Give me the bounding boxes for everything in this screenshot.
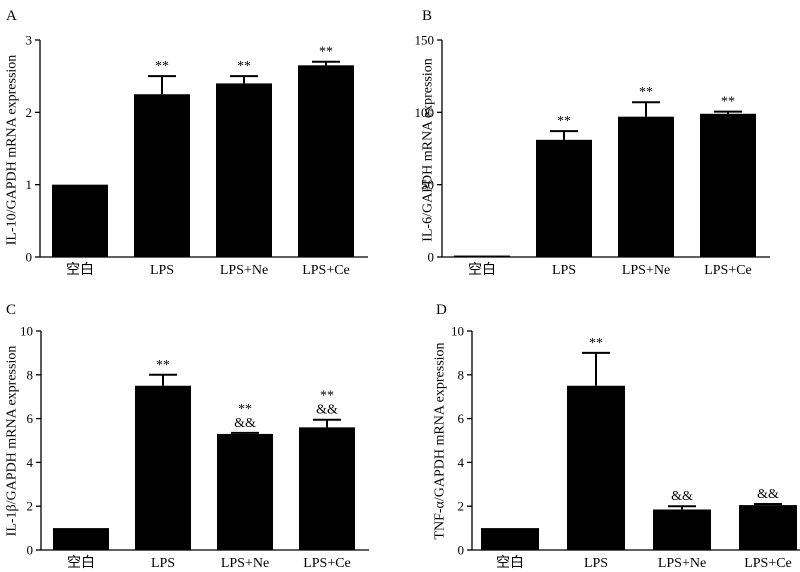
significance-marker: **	[557, 114, 571, 129]
bar	[217, 433, 273, 550]
x-category-label: LPS+Ne	[622, 263, 670, 278]
y-tick-label: 150	[415, 33, 435, 48]
x-category-label: LPS+Ce	[303, 556, 351, 571]
y-tick-label: 50	[421, 177, 434, 192]
panel-letter: D	[436, 302, 447, 318]
bar	[52, 184, 108, 257]
x-category-label: LPS	[552, 263, 576, 278]
x-category-label: 空白	[468, 262, 496, 278]
y-tick-label: 1	[26, 177, 33, 192]
bar	[481, 528, 539, 550]
bar	[700, 113, 756, 257]
bar	[216, 83, 272, 258]
significance-marker: &&	[316, 403, 338, 418]
bar	[567, 385, 625, 550]
y-tick-label: 8	[27, 367, 34, 382]
bar	[134, 94, 190, 257]
x-category-label: 空白	[496, 555, 524, 571]
y-tick-label: 4	[458, 455, 465, 470]
significance-marker: **	[320, 389, 334, 404]
y-tick-label: 0	[458, 543, 465, 558]
significance-marker: &&	[757, 487, 779, 502]
panel-letter: C	[6, 302, 16, 318]
x-category-label: LPS+Ne	[221, 556, 269, 571]
y-tick-label: 8	[458, 367, 465, 382]
x-category-label: 空白	[67, 555, 95, 571]
significance-marker: **	[155, 59, 169, 74]
x-category-label: LPS	[584, 556, 608, 571]
bar	[135, 385, 191, 550]
significance-marker: **	[319, 45, 333, 60]
significance-marker: **	[237, 59, 251, 74]
y-tick-label: 100	[415, 105, 435, 120]
x-category-label: LPS+Ne	[658, 556, 706, 571]
bar	[454, 255, 510, 257]
y-tick-label: 6	[458, 411, 465, 426]
x-category-label: LPS	[151, 556, 175, 571]
significance-marker: **	[589, 336, 603, 351]
significance-marker: **	[238, 402, 252, 417]
y-axis-label: TNF-α/GAPDH mRNA expression	[433, 342, 448, 539]
bar	[653, 509, 711, 550]
chart-panel-c: C IL-1β/GAPDH mRNA expression 0 2 4 6 8 10 空白 ** L…	[5, 302, 369, 571]
bar	[299, 427, 355, 550]
chart-panel-a: A IL-10/GAPDH mRNA expression 0 1 2 3 空白 ** LPS *…	[5, 8, 368, 278]
significance-marker: **	[639, 85, 653, 100]
y-axis-label: IL-6/GAPDH mRNA expression	[421, 58, 436, 242]
panel-letter: B	[422, 8, 432, 24]
x-category-label: LPS+Ne	[220, 263, 268, 278]
panel-letter: A	[6, 8, 17, 24]
x-category-label: LPS+Ce	[704, 263, 752, 278]
y-axis-label: IL-1β/GAPDH mRNA expression	[5, 346, 20, 537]
chart-panel-d: D TNF-α/GAPDH mRNA expression 0 2 4 6 8 10 空白 ** L…	[433, 302, 800, 571]
bar	[739, 505, 797, 550]
significance-marker: &&	[234, 416, 256, 431]
bar	[618, 116, 674, 257]
y-tick-label: 10	[451, 324, 464, 339]
bar	[53, 528, 109, 550]
x-category-label: LPS	[150, 263, 174, 278]
chart-panel-b: B IL-6/GAPDH mRNA expression 0 50 100 150 空白 **…	[415, 8, 770, 278]
y-tick-label: 2	[26, 105, 33, 120]
x-category-label: 空白	[66, 262, 94, 278]
significance-marker: &&	[671, 489, 693, 504]
significance-marker: **	[721, 95, 735, 110]
y-axis-label: IL-10/GAPDH mRNA expression	[5, 55, 20, 246]
bar	[536, 139, 592, 257]
y-tick-label: 10	[20, 324, 33, 339]
x-category-label: LPS+Ce	[302, 263, 350, 278]
y-tick-label: 2	[27, 499, 34, 514]
y-tick-label: 2	[458, 499, 465, 514]
y-tick-label: 0	[428, 250, 435, 265]
y-tick-label: 4	[27, 455, 34, 470]
bar	[298, 65, 354, 257]
y-tick-label: 0	[26, 250, 33, 265]
y-tick-label: 6	[27, 411, 34, 426]
significance-marker: **	[156, 358, 170, 373]
x-category-label: LPS+Ce	[744, 556, 792, 571]
y-tick-label: 0	[27, 543, 34, 558]
y-tick-label: 3	[26, 33, 33, 48]
